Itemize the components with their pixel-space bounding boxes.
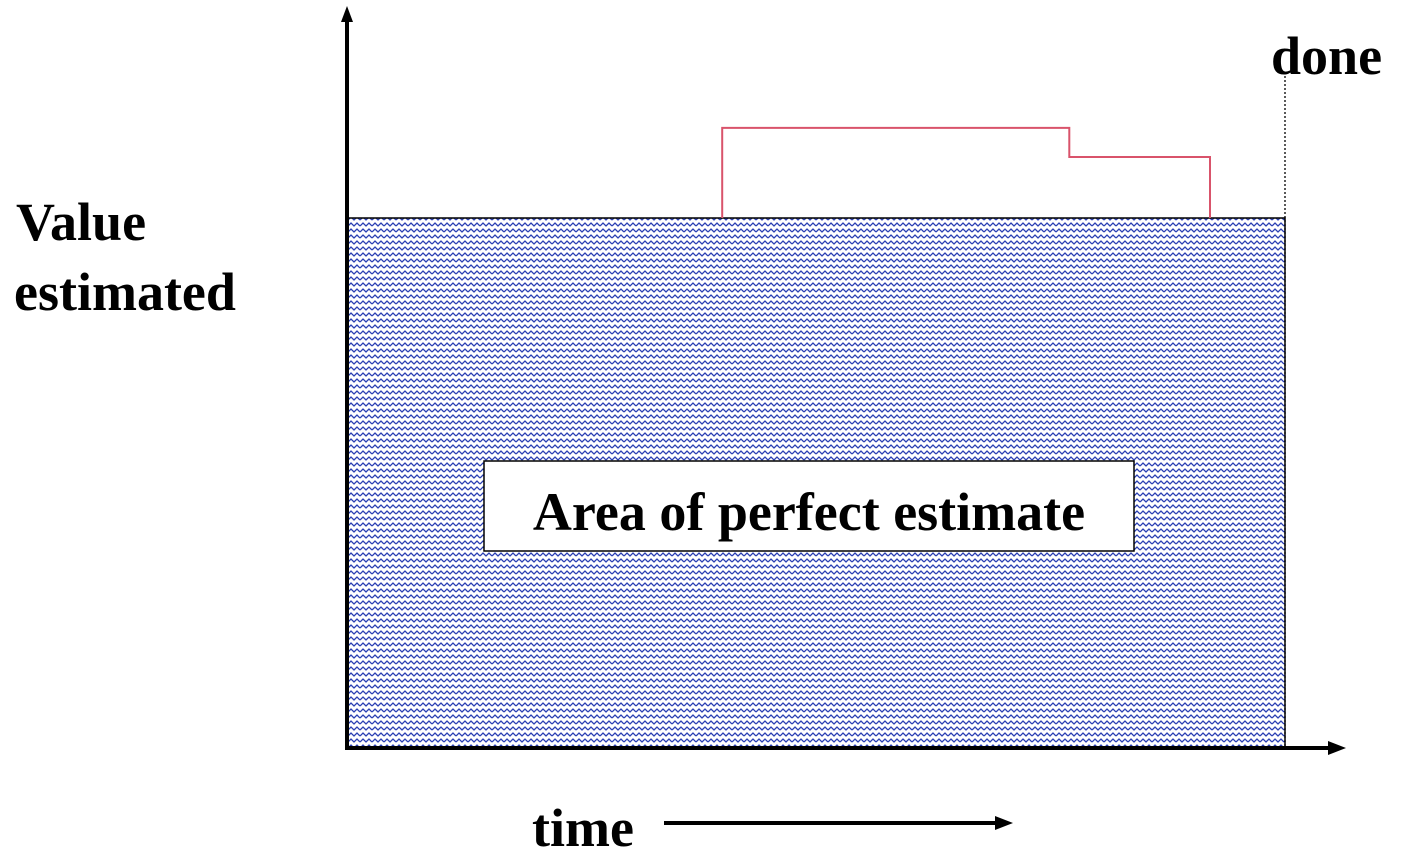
area-label: Area of perfect estimate — [533, 482, 1085, 542]
estimate-line — [721, 126, 1211, 218]
area-label-box — [483, 460, 1135, 552]
done-label: done — [1271, 26, 1382, 86]
x-axis-arrowhead — [1328, 741, 1346, 755]
y-axis-label-line1: Value — [16, 192, 146, 252]
x-axis-label: time — [532, 798, 634, 854]
y-axis-arrowhead — [341, 6, 353, 22]
time-arrow-head — [995, 816, 1013, 830]
y-axis-label-line2: estimated — [14, 262, 236, 322]
